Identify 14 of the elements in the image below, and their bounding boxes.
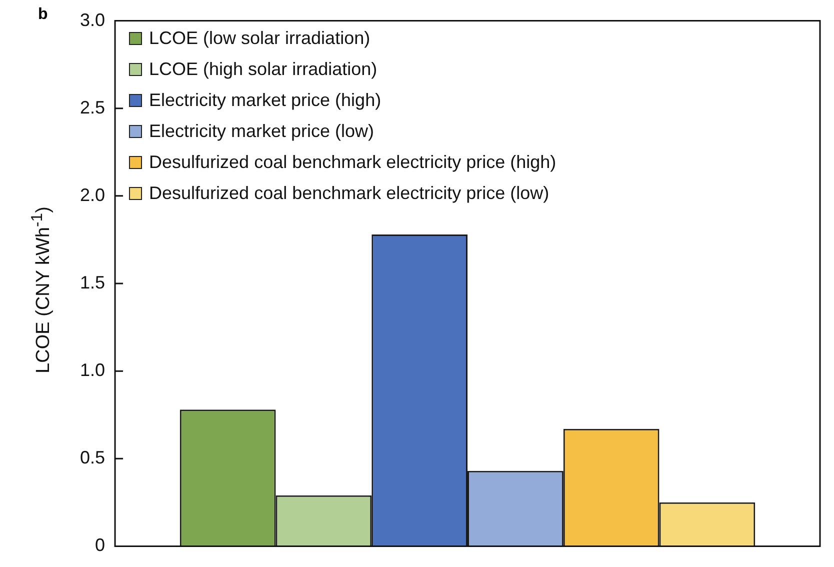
legend-label: Desulfurized coal benchmark electricity price (high) bbox=[149, 150, 556, 174]
y-tick-label: 0.5 bbox=[80, 448, 106, 468]
legend-label: LCOE (low solar irradiation) bbox=[149, 26, 370, 50]
y-tick-label: 2.0 bbox=[80, 184, 106, 205]
y-tick-label: 2.5 bbox=[80, 97, 106, 118]
y-tick-label: 1.0 bbox=[80, 360, 106, 380]
legend-label: LCOE (high solar irradiation) bbox=[149, 58, 378, 81]
legend-label: Electricity market price (high) bbox=[149, 88, 382, 112]
y-tick-label: 1.5 bbox=[80, 272, 106, 292]
y-tick-label: 3.0 bbox=[80, 10, 106, 30]
legend-label: Desulfurized coal benchmark electricity price (low) bbox=[149, 182, 550, 205]
y-tick-label: 0 bbox=[95, 535, 106, 556]
text: b bbox=[38, 6, 48, 24]
legend-label: Electricity market price (low) bbox=[149, 120, 374, 143]
